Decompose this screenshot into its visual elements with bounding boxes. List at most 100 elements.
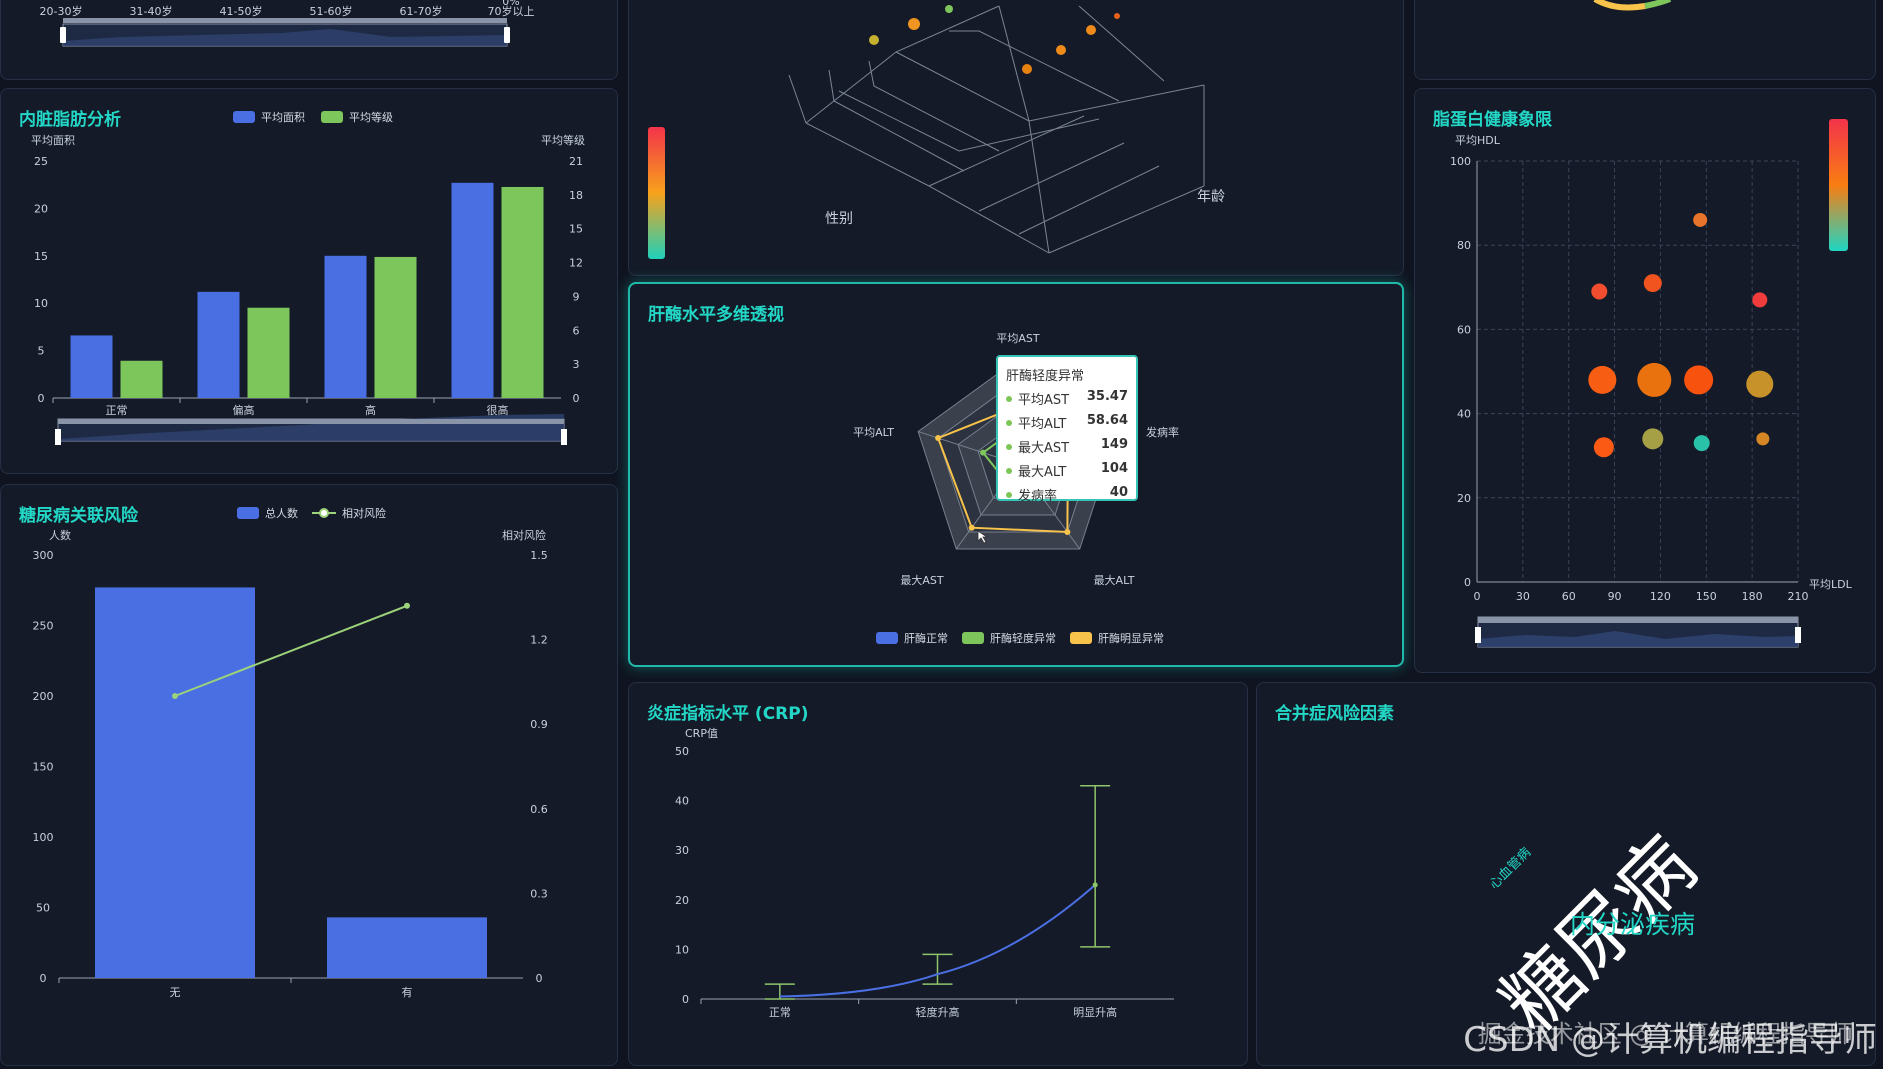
lp-x-tick: 120 [1650, 590, 1671, 603]
db-left-axis-name: 人数 [49, 529, 71, 542]
crp-category-label: 正常 [769, 1006, 791, 1019]
legend-swatch-risk[interactable] [312, 507, 336, 519]
radar-point[interactable] [980, 449, 987, 456]
lp-zoom-right-handle[interactable] [1795, 627, 1801, 643]
tooltip-row: 最大ALT 104 [1006, 461, 1128, 480]
age-range-bar[interactable] [63, 18, 507, 23]
radar-indicator-label: 发病率 [1146, 425, 1179, 439]
vf-zoom-right-handle[interactable] [561, 429, 567, 445]
lp-scatter-point[interactable] [1684, 365, 1714, 395]
legend-label-grade[interactable]: 平均等级 [349, 111, 393, 124]
3d-scatter-point[interactable] [1114, 13, 1120, 19]
lp-zoom-bar[interactable] [1478, 617, 1798, 623]
liver-3d-chart: 性别 年龄 [648, 5, 1225, 259]
vf-bar-grade[interactable] [374, 256, 417, 398]
crp-y-tick: 40 [675, 795, 689, 808]
lp-scatter-point[interactable] [1642, 428, 1664, 450]
tooltip-value: 35.47 [1086, 389, 1128, 404]
word-cardio[interactable]: 心血管病 [1486, 845, 1535, 893]
3d-scatter-point[interactable] [1056, 45, 1066, 55]
radar-point[interactable] [935, 435, 942, 442]
db-risk-point[interactable] [404, 602, 410, 609]
crp-point[interactable] [1092, 882, 1098, 888]
3d-scatter-point[interactable] [1086, 25, 1096, 35]
lp-scatter-point[interactable] [1593, 437, 1614, 458]
vf-bar-area[interactable] [70, 335, 113, 398]
legend-swatch-normal[interactable] [876, 632, 898, 644]
legend-label-risk[interactable]: 相对风险 [342, 507, 386, 520]
legend-swatch-severe[interactable] [1070, 632, 1092, 644]
lp-scatter-point[interactable] [1756, 432, 1770, 446]
lp-scatter-point[interactable] [1693, 212, 1708, 227]
lp-scatter-point[interactable] [1746, 370, 1774, 398]
visual-map-lipoprotein[interactable] [1829, 119, 1848, 251]
radar-legend: 肝酶正常 肝酶轻度异常 肝酶明显异常 [876, 630, 1164, 646]
diabetes-chart: 人数 相对风险 300 250 200 150 100 50 0 1.5 1.2 0.9 0.6 0.… [33, 528, 548, 999]
liver-radar-title: 肝酶水平多维透视 [648, 305, 784, 325]
db-risk-point[interactable] [172, 693, 178, 699]
vf-category-label: 高 [365, 403, 376, 417]
lp-x-tick: 0 [1474, 590, 1481, 603]
radar-indicator-label: 最大AST [900, 573, 944, 587]
legend-label-mild[interactable]: 肝酶轻度异常 [990, 632, 1056, 645]
word-endocrine[interactable]: 内分泌疾病 [1570, 910, 1696, 939]
tooltip-label: 发病率 [1018, 489, 1058, 504]
legend-swatch-grade[interactable] [321, 111, 343, 123]
lp-zoom-mini-area [1478, 631, 1798, 647]
legend-swatch-total[interactable] [237, 507, 259, 519]
db-risk-line[interactable] [174, 604, 408, 697]
age-range-svg: 20-30岁 31-40岁 41-50岁 51-60岁 61-70岁 70岁以上 0% [40, 0, 535, 47]
legend-swatch-mild[interactable] [962, 632, 984, 644]
tooltip-label: 最大ALT [1018, 465, 1067, 480]
3d-scatter-point[interactable] [908, 18, 920, 30]
db-bar-total[interactable] [327, 917, 487, 978]
vf-bar-area[interactable] [197, 291, 240, 398]
crp-line[interactable] [779, 884, 1096, 998]
vf-bar-grade[interactable] [501, 186, 544, 398]
radar-point[interactable] [968, 524, 975, 531]
db-right-tick: 0 [536, 972, 543, 985]
vf-bar-grade[interactable] [247, 307, 290, 398]
vf-zoom-bar[interactable] [58, 419, 564, 424]
comorbidity-title: 合并症风险因素 [1275, 704, 1394, 724]
radar-point[interactable] [1064, 528, 1071, 535]
lp-x-tick: 60 [1562, 590, 1576, 603]
3d-scatter-point[interactable] [1022, 64, 1032, 74]
db-right-axis-name: 相对风险 [502, 528, 546, 542]
legend-label-severe[interactable]: 肝酶明显异常 [1098, 632, 1164, 645]
legend-label-normal[interactable]: 肝酶正常 [904, 632, 948, 645]
3d-scatter-point[interactable] [945, 5, 953, 13]
crp-category-label: 轻度升高 [916, 1005, 960, 1019]
tooltip-value: 58.64 [1086, 413, 1128, 428]
lp-zoom-left-handle[interactable] [1475, 627, 1481, 643]
vf-zoom-left-handle[interactable] [55, 429, 61, 445]
legend-label-area[interactable]: 平均面积 [261, 111, 305, 124]
db-right-tick: 1.2 [530, 634, 548, 647]
lp-scatter-point[interactable] [1588, 365, 1617, 394]
vf-right-tick: 12 [569, 257, 583, 270]
watermark: CSDN @计算机编程指导师 [1463, 1020, 1877, 1060]
diabetes-legend: 总人数 相对风险 [237, 505, 386, 521]
watermark-overlay: 掘金技术社区 @ 计算机编程指导师 [1477, 1020, 1853, 1048]
vf-category-label: 偏高 [233, 403, 255, 417]
tooltip-dot [1006, 467, 1012, 474]
3d-scatter-point[interactable] [869, 35, 879, 45]
lp-scatter-point[interactable] [1643, 274, 1662, 293]
legend-swatch-area[interactable] [233, 111, 255, 123]
age-label: 61-70岁 [400, 4, 443, 18]
lp-scatter-point[interactable] [1693, 435, 1710, 452]
db-bar-total[interactable] [95, 587, 255, 978]
vf-bar-area[interactable] [451, 182, 494, 398]
lp-scatter-point[interactable] [1591, 283, 1608, 300]
age-range-right-handle[interactable] [504, 27, 510, 43]
vf-bar-area[interactable] [324, 255, 367, 398]
lp-scatter-point[interactable] [1752, 292, 1768, 308]
age-range-panel: 20-30岁 31-40岁 41-50岁 51-60岁 61-70岁 70岁以上 0% [0, 0, 618, 80]
visual-map-3d[interactable] [648, 127, 665, 259]
legend-label-total[interactable]: 总人数 [265, 507, 298, 520]
age-range-left-handle[interactable] [60, 27, 66, 43]
lp-scatter-point[interactable] [1637, 362, 1672, 397]
tooltip-row: 发病率 40 [1006, 485, 1128, 504]
vf-bar-grade[interactable] [120, 360, 163, 398]
3d-grid [788, 5, 1205, 254]
